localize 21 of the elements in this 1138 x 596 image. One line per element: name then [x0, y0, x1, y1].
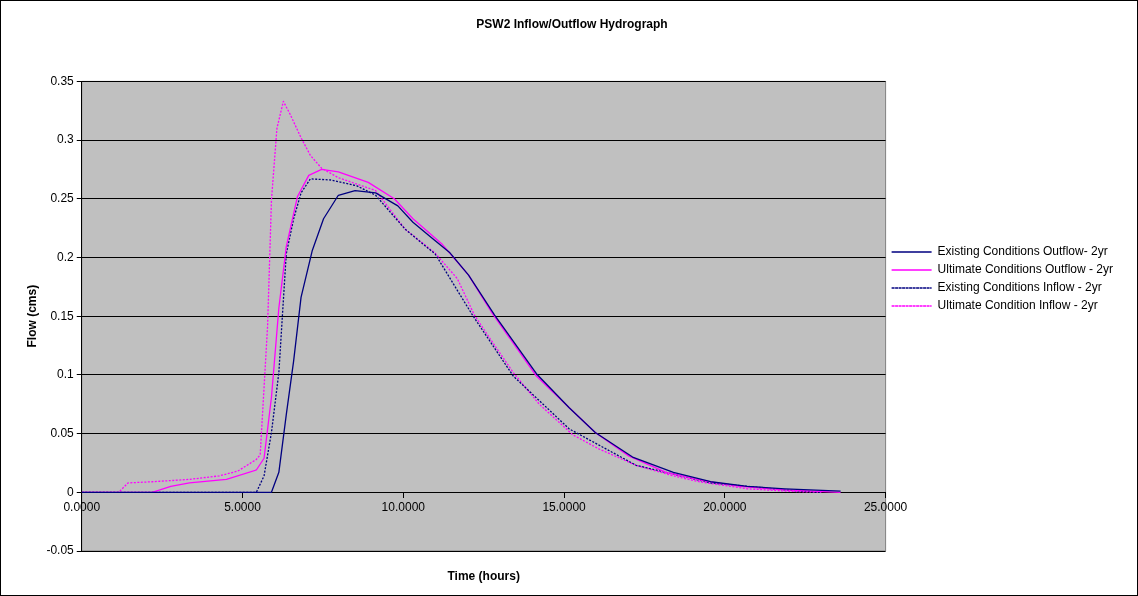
x-tick-label: 25.0000: [863, 499, 908, 514]
y-tick-label: 0.2: [57, 249, 75, 264]
y-tick-label: 0.35: [50, 73, 75, 88]
legend-label: Ultimate Condition Inflow - 2yr: [937, 298, 1098, 313]
y-axis-title: Flow (cms): [24, 284, 39, 348]
x-tick-label: 10.0000: [381, 499, 426, 514]
x-tick-label: 20.0000: [703, 499, 747, 514]
legend-label: Ultimate Conditions Outflow - 2yr: [937, 262, 1114, 277]
legend-label: Existing Conditions Outflow- 2yr: [937, 244, 1108, 259]
legend-label: Existing Conditions Inflow - 2yr: [937, 280, 1102, 295]
y-tick-label: 0.15: [50, 308, 75, 323]
y-tick-label: 0: [67, 484, 75, 499]
y-tick-label: 0.3: [57, 132, 75, 147]
y-tick-label: 0.25: [50, 191, 75, 206]
y-tick-label: 0.1: [57, 367, 75, 382]
x-tick-label: 5.0000: [224, 499, 262, 514]
chart-title: PSW2 Inflow/Outflow Hydrograph: [476, 16, 668, 31]
y-tick-label: -0.05: [46, 543, 75, 558]
x-tick-label: 15.0000: [542, 499, 587, 514]
y-tick-label: 0.05: [50, 425, 75, 440]
x-axis-title: Time (hours): [447, 569, 520, 584]
